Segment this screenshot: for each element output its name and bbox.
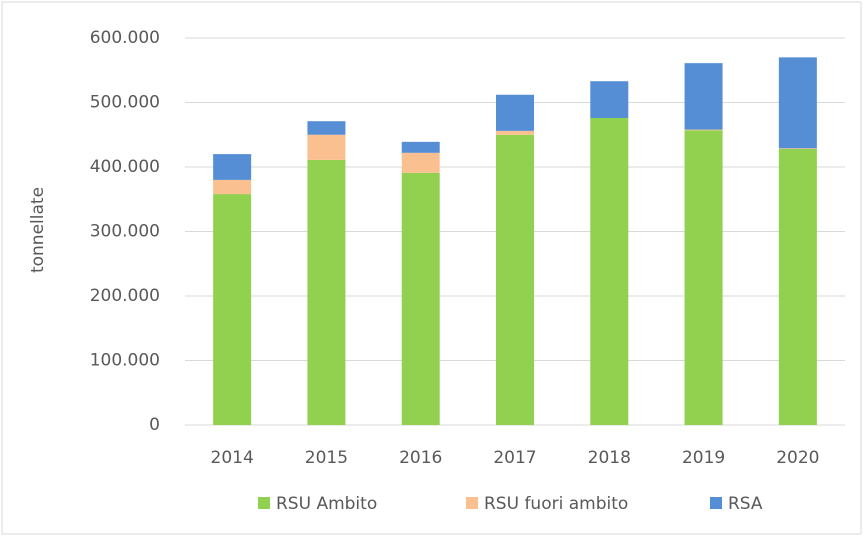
bar-segment	[496, 134, 534, 425]
bar-segment	[778, 57, 817, 149]
bar-segment	[590, 81, 629, 118]
bar-segment	[307, 134, 346, 160]
x-tick-label: 2020	[776, 448, 819, 468]
bar-segment	[401, 152, 440, 173]
bar-segment	[401, 172, 440, 425]
bar-segment	[307, 121, 346, 135]
bar-segment	[496, 130, 534, 135]
bar-segment	[496, 94, 534, 131]
y-tick-label: 200.000	[90, 286, 160, 306]
bar-segment	[213, 154, 252, 180]
bar-segment	[213, 179, 252, 195]
x-tick-label: 2017	[493, 448, 536, 468]
bar-segment	[401, 141, 440, 153]
bar-segment	[213, 194, 252, 425]
legend-label: RSU fuori ambito	[484, 494, 628, 514]
y-tick-label: 0	[149, 415, 160, 435]
bar-segment	[684, 129, 723, 131]
bar-segment	[778, 148, 817, 149]
bar-segment	[778, 148, 817, 425]
bar-segment	[684, 130, 723, 426]
y-tick-label: 400.000	[90, 157, 160, 177]
legend-swatch	[710, 497, 722, 509]
x-tick-label: 2018	[588, 448, 631, 468]
legend-label: RSU Ambito	[276, 494, 377, 514]
x-tick-label: 2016	[399, 448, 442, 468]
legend-swatch	[258, 497, 270, 509]
y-tick-label: 600.000	[90, 28, 160, 48]
x-tick-label: 2019	[682, 448, 725, 468]
bar-segment	[590, 117, 629, 425]
legend-label: RSA	[728, 494, 763, 514]
y-tick-label: 100.000	[90, 351, 160, 371]
bar-segment	[307, 159, 346, 425]
x-tick-label: 2014	[211, 448, 254, 468]
y-axis-label: tonnellate	[28, 187, 48, 273]
legend-swatch	[466, 497, 478, 509]
x-tick-label: 2015	[305, 448, 348, 468]
bar-segment	[684, 63, 723, 130]
y-tick-label: 500.000	[90, 93, 160, 113]
y-tick-label: 300.000	[90, 222, 160, 242]
